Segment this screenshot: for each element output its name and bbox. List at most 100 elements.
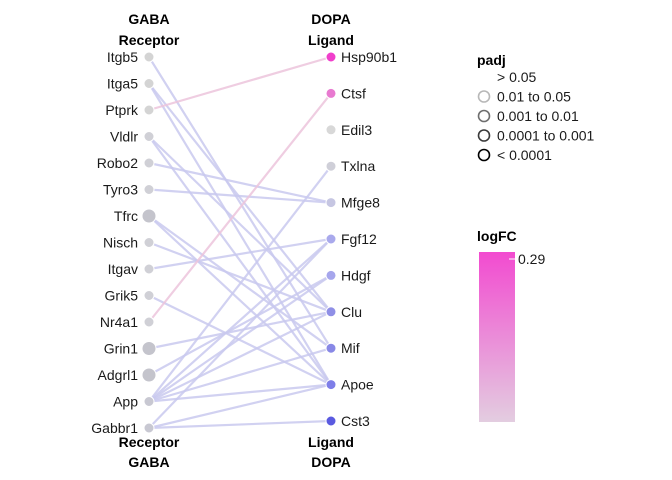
ligand-label-clu: Clu [341, 304, 362, 320]
right-footer-line2: DOPA [311, 454, 350, 470]
ligand-node-fgf12 [325, 233, 337, 245]
ligand-label-txlna: Txlna [341, 158, 375, 174]
right-header-line2: Ligand [308, 32, 354, 48]
edge-nr4a1-ctsf [148, 92, 332, 323]
padj-legend: > 0.05 0.01 to 0.05 0.001 to 0.01 0.0001 to… [477, 69, 595, 163]
edge-app-clu [148, 310, 332, 403]
receptor-label-tfrc: Tfrc [114, 208, 138, 224]
edge-app-fgf12 [148, 238, 332, 403]
receptor-node-tyro3 [143, 184, 155, 195]
receptor-label-grin1: Grin1 [104, 341, 138, 357]
edge-app-txlna [148, 165, 332, 403]
logfc-legend-title: logFC [477, 228, 517, 244]
receptor-label-nr4a1: Nr4a1 [100, 314, 138, 330]
receptor-node-itga5 [143, 78, 155, 89]
receptor-label-nisch: Nisch [103, 235, 138, 251]
ligand-node-clu [325, 306, 337, 318]
receptor-node-vldlr [143, 131, 155, 142]
ligand-label-apoe: Apoe [341, 377, 374, 393]
logfc-max-label: 0.29 [518, 251, 545, 267]
receptor-label-robo2: Robo2 [97, 155, 138, 171]
padj-legend-label-1: 0.01 to 0.05 [497, 89, 571, 105]
ligand-label-mfge8: Mfge8 [341, 195, 380, 211]
padj-legend-label-4: < 0.0001 [497, 147, 552, 163]
receptor-label-gabbr1: Gabbr1 [91, 420, 138, 436]
receptor-node-grin1 [141, 341, 157, 356]
left-footer-line2: GABA [128, 454, 169, 470]
right-footer-line1: Ligand [308, 434, 354, 450]
receptor-label-adgrl1: Adgrl1 [98, 367, 139, 383]
ligand-label-mif: Mif [341, 340, 360, 356]
edge-gabbr1-fgf12 [148, 238, 332, 429]
edge-robo2-mfge8 [148, 161, 332, 204]
logfc-colorbar [479, 252, 515, 422]
receptor-label-itgav: Itgav [108, 261, 138, 277]
left-header-line1: GABA [128, 11, 169, 27]
edge-grin1-clu [148, 310, 332, 350]
edge-app-mif [148, 347, 332, 403]
edge-gabbr1-cst3 [148, 419, 332, 430]
receptor-node-itgb5 [143, 51, 155, 63]
ligand-label-hsp90b1: Hsp90b1 [341, 49, 397, 65]
edge-tyro3-mfge8 [148, 188, 332, 204]
ligand-node-hsp90b1 [325, 51, 337, 63]
receptor-node-adgrl1 [141, 367, 157, 383]
edge-itga5-apoe [148, 82, 332, 386]
edge-vldlr-clu [148, 135, 332, 313]
padj-legend-label-3: 0.0001 to 0.001 [497, 128, 595, 144]
padj-legend-symbol-1 [477, 90, 491, 103]
ligand-node-ctsf [325, 87, 337, 99]
ligand-node-mif [325, 342, 337, 354]
receptor-node-grik5 [143, 290, 155, 301]
ligand-node-edil3 [325, 124, 337, 136]
ligand-node-txlna [325, 160, 337, 172]
receptor-node-ptprk [143, 104, 155, 116]
receptor-node-tfrc [141, 208, 157, 224]
padj-legend-symbol-4 [477, 148, 491, 162]
ligand-node-cst3 [325, 415, 337, 427]
edge-ptprk-hsp90b1 [148, 55, 332, 112]
padj-legend-title: padj [477, 52, 506, 68]
node-layer: Itgb5 Itga5 Ptprk Vldlr Robo2 Tyro3 Tfrc Nisch I… [91, 49, 397, 436]
receptor-label-grik5: Grik5 [105, 288, 139, 304]
receptor-label-itga5: Itga5 [107, 76, 138, 92]
padj-legend-symbol-3 [477, 129, 491, 142]
ligand-node-apoe [325, 379, 337, 391]
edge-itga5-clu [148, 82, 332, 313]
receptor-label-ptprk: Ptprk [105, 102, 139, 118]
ligand-label-edil3: Edil3 [341, 122, 372, 138]
receptor-node-robo2 [143, 157, 155, 169]
receptor-node-nr4a1 [143, 316, 155, 328]
edge-gabbr1-apoe [148, 383, 332, 430]
padj-legend-label-2: 0.001 to 0.01 [497, 108, 579, 124]
edge-itgav-fgf12 [148, 237, 332, 271]
padj-legend-label-0: > 0.05 [497, 69, 537, 85]
padj-legend-symbol-0 [477, 70, 491, 84]
receptor-node-itgav [143, 263, 155, 275]
receptor-label-vldlr: Vldlr [110, 129, 138, 145]
ligand-label-hdgf: Hdgf [341, 267, 371, 283]
receptor-node-gabbr1 [143, 422, 155, 434]
receptor-node-nisch [143, 237, 155, 248]
receptor-label-app: App [113, 394, 138, 410]
edge-app-apoe [148, 383, 332, 403]
edge-nisch-clu [148, 241, 332, 313]
ligand-label-fgf12: Fgf12 [341, 231, 377, 247]
receptor-label-itgb5: Itgb5 [107, 49, 138, 65]
ligand-label-ctsf: Ctsf [341, 85, 366, 101]
edge-layer [148, 55, 332, 430]
ligand-node-hdgf [325, 269, 337, 281]
edge-app-hdgf [148, 274, 332, 403]
edge-grik5-apoe [148, 294, 332, 386]
left-header-line2: Receptor [119, 32, 180, 48]
ligand-label-cst3: Cst3 [341, 413, 370, 429]
receptor-label-tyro3: Tyro3 [103, 182, 138, 198]
padj-legend-symbol-2 [477, 109, 491, 123]
edge-adgrl1-hdgf [148, 274, 332, 376]
right-header-line1: DOPA [311, 11, 350, 27]
left-footer-line1: Receptor [119, 434, 180, 450]
ligand-node-mfge8 [325, 197, 337, 209]
receptor-node-app [143, 396, 155, 407]
edge-vldlr-apoe [148, 135, 332, 386]
